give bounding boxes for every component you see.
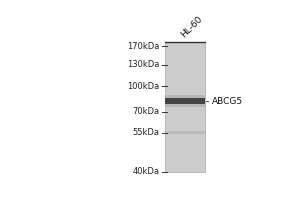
Text: 170kDa: 170kDa — [127, 42, 160, 51]
Text: 70kDa: 70kDa — [132, 107, 160, 116]
Text: ABCG5: ABCG5 — [212, 97, 243, 106]
Text: 55kDa: 55kDa — [133, 128, 160, 137]
Bar — [165, 95, 205, 98]
Bar — [165, 104, 205, 107]
Text: 40kDa: 40kDa — [133, 167, 160, 176]
Bar — [165, 98, 205, 104]
Bar — [165, 131, 205, 134]
Text: HL-60: HL-60 — [179, 14, 204, 39]
Text: 130kDa: 130kDa — [127, 60, 160, 69]
Text: 100kDa: 100kDa — [127, 82, 160, 91]
Bar — [165, 42, 205, 172]
